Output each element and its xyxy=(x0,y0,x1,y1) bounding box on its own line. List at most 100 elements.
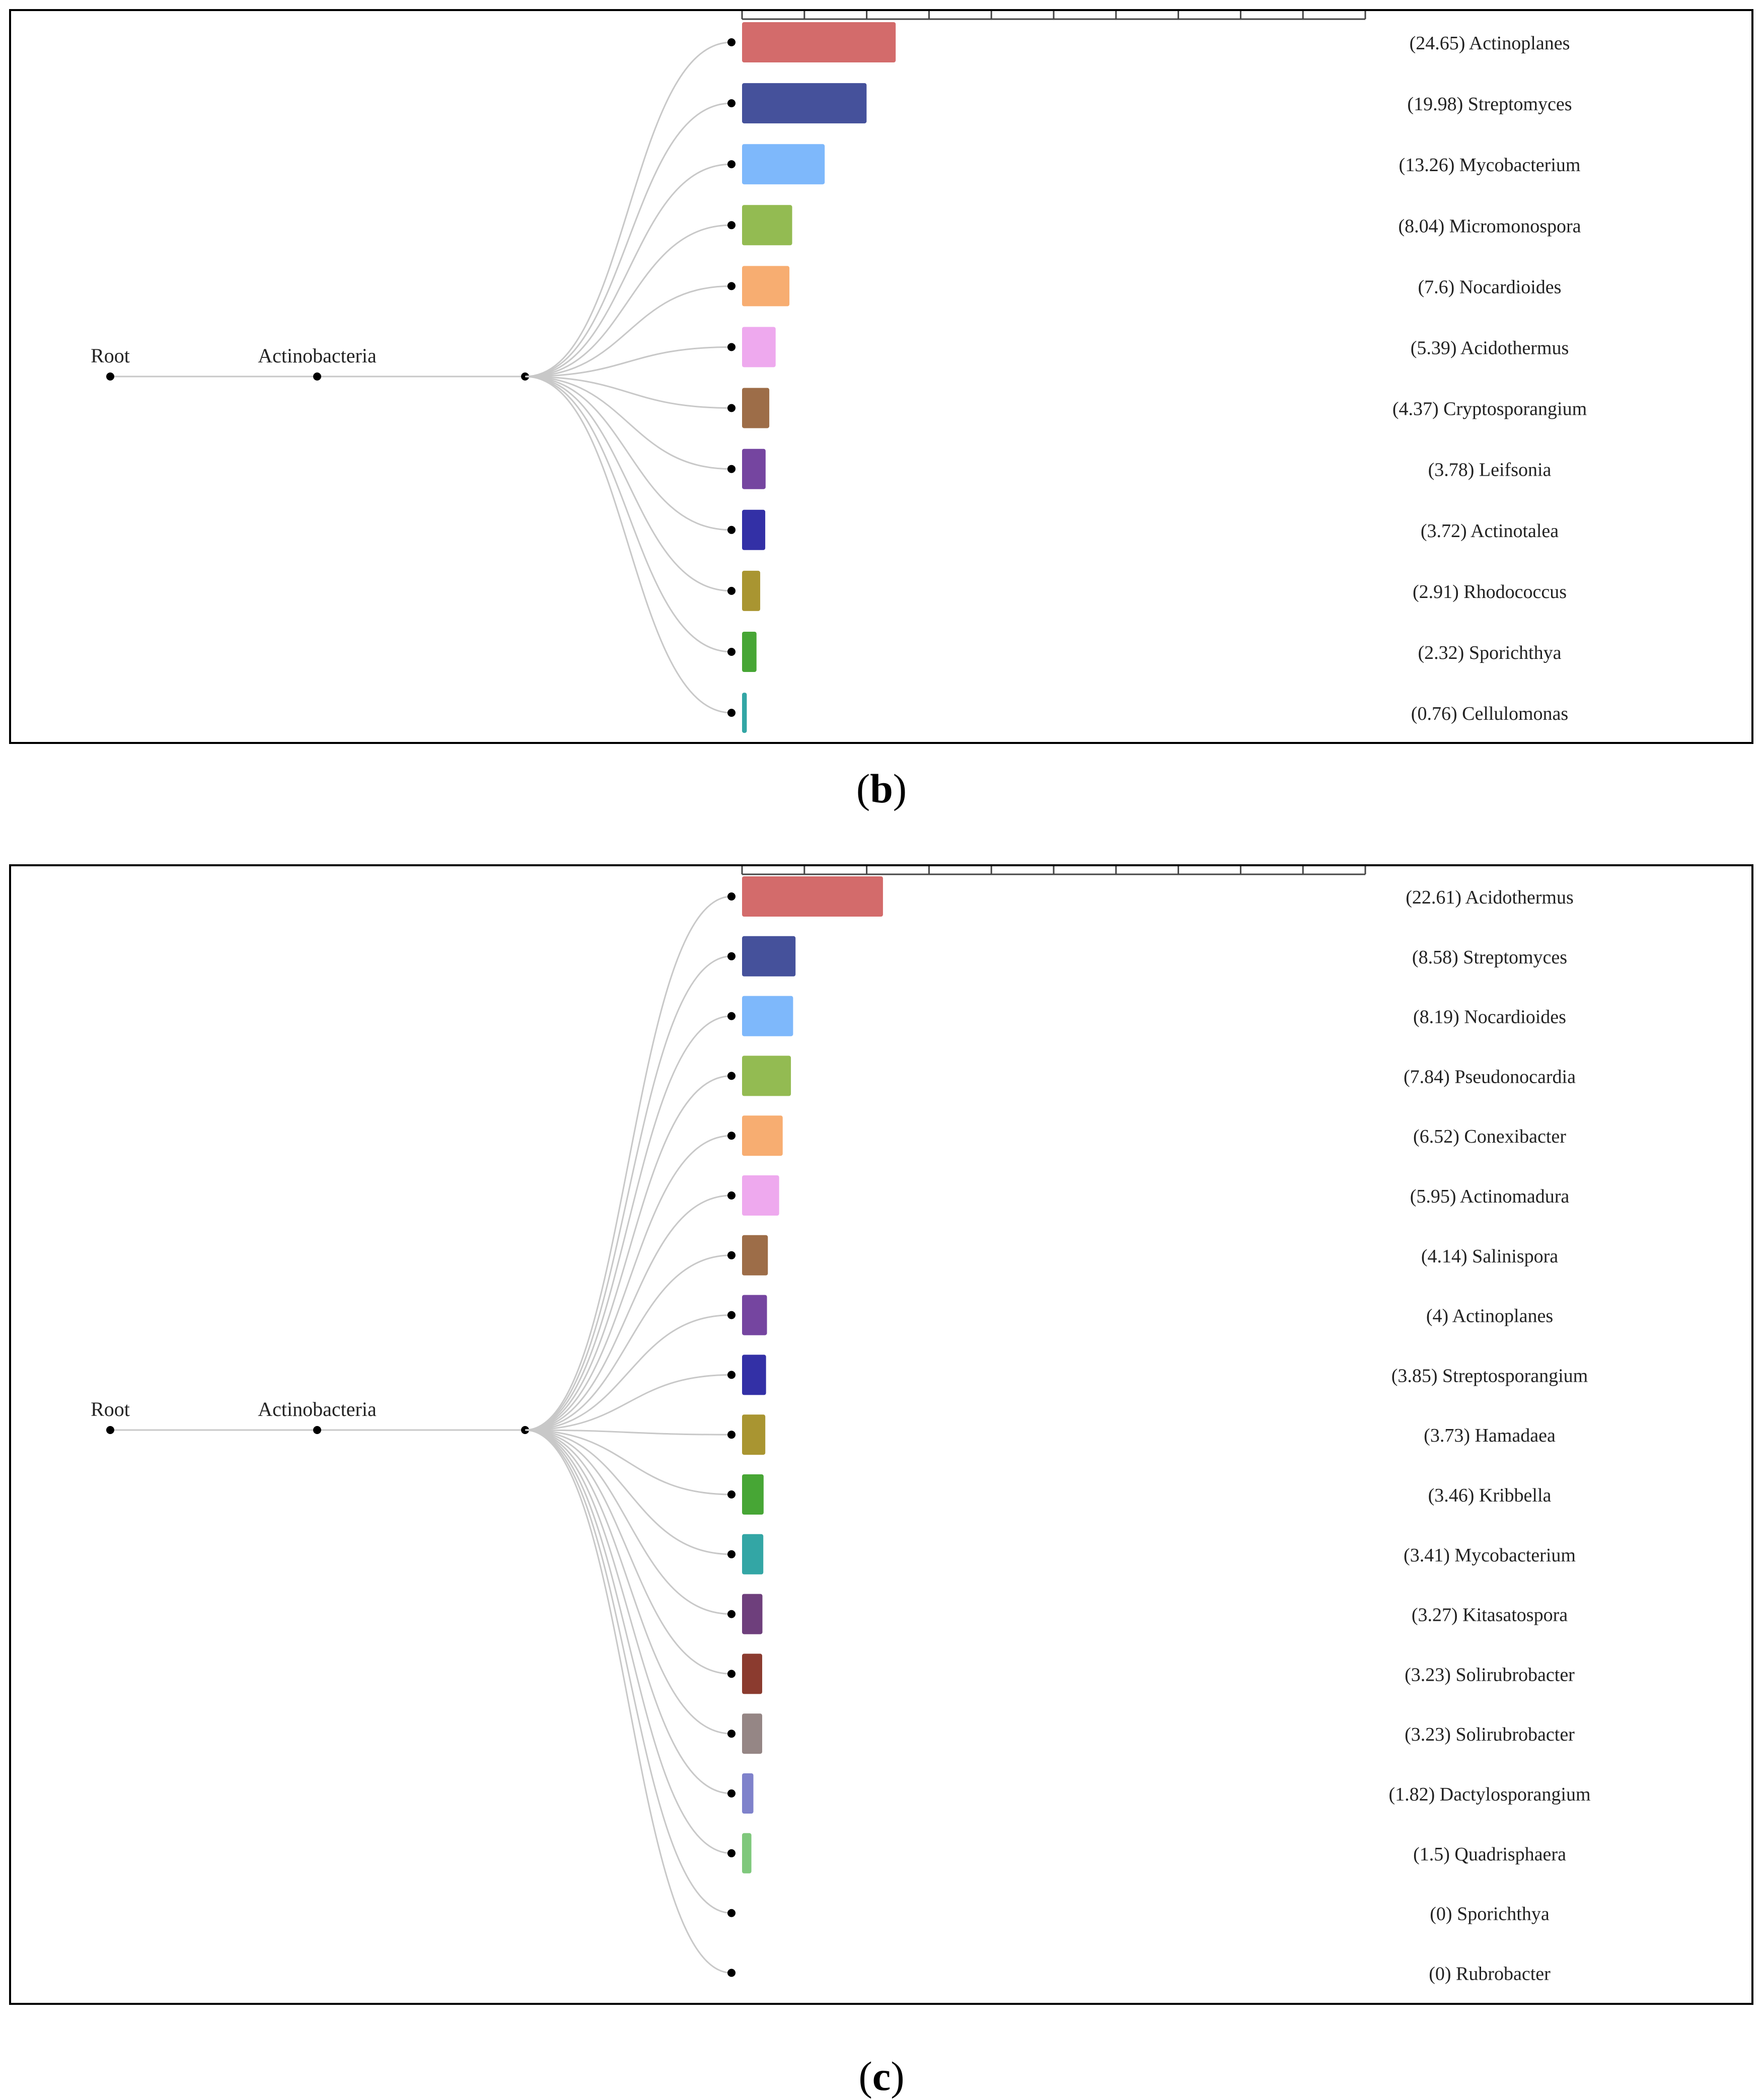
genus-row-cryptosporangium: (4.37) Cryptosporangium xyxy=(525,376,1587,428)
phylum-node xyxy=(313,1426,321,1434)
leaf-node xyxy=(727,465,736,473)
bar-label: (1.82) Dactylosporangium xyxy=(1388,1784,1590,1805)
x-axis xyxy=(741,866,1366,875)
genus-row-quadrisphaera: (1.5) Quadrisphaera xyxy=(525,1429,1566,1873)
leaf-node xyxy=(727,1431,736,1439)
tree-branch xyxy=(525,1429,732,1436)
bar-label: (5.39) Acidothermus xyxy=(1411,338,1569,359)
tree-branch xyxy=(525,1429,732,1794)
tree-branch xyxy=(525,102,732,378)
leaf-node xyxy=(727,1969,736,1977)
bar-label: (22.61) Acidothermus xyxy=(1406,887,1574,908)
bar-label: (0.76) Cellulomonas xyxy=(1411,703,1568,724)
tree-branch xyxy=(525,376,732,714)
root-node xyxy=(106,372,114,381)
panel-c: Root Actinobacteria (22.61) Acidothermus (8… xyxy=(9,864,1753,2005)
tree-branch xyxy=(525,1429,732,1555)
tree-branch xyxy=(525,346,732,378)
genus-row-actinoplanes: (4) Actinoplanes xyxy=(525,1295,1553,1431)
genus-row-actinoplanes: (24.65) Actinoplanes xyxy=(525,22,1570,378)
bar-conexibacter xyxy=(742,1115,783,1156)
bar-streptomyces xyxy=(742,83,867,124)
genus-row-nocardioides: (7.6) Nocardioides xyxy=(525,266,1562,378)
bar-label: (4) Actinoplanes xyxy=(1426,1306,1553,1327)
leaf-node xyxy=(727,160,736,169)
genus-row-rubrobacter: (0) Rubrobacter xyxy=(525,1429,1551,1984)
bar-label: (1.5) Quadrisphaera xyxy=(1413,1844,1566,1865)
root-label: Root xyxy=(91,1398,130,1420)
bar-nocardioides xyxy=(742,996,793,1036)
leaf-node xyxy=(727,1550,736,1558)
genus-row-acidothermus: (22.61) Acidothermus xyxy=(525,876,1574,1431)
leaf-node xyxy=(727,1610,736,1618)
tree-branch xyxy=(525,1015,732,1431)
genus-row-streptomyces: (8.58) Streptomyces xyxy=(525,936,1567,1431)
bar-label: (3.78) Leifsonia xyxy=(1428,460,1552,481)
leaf-node xyxy=(727,526,736,534)
leaf-node xyxy=(727,648,736,656)
leaf-node xyxy=(727,1191,736,1199)
genus-row-hamadaea: (3.73) Hamadaea xyxy=(525,1414,1556,1455)
genus-row-micromonospora: (8.04) Micromonospora xyxy=(525,205,1581,378)
bar-label: (24.65) Actinoplanes xyxy=(1410,33,1570,54)
bar-label: (3.41) Mycobacterium xyxy=(1404,1545,1576,1566)
tree-branch xyxy=(525,1429,732,1615)
tree-branch xyxy=(525,376,732,653)
tree-branch xyxy=(525,1429,732,1974)
root-label: Root xyxy=(91,344,130,367)
tree-branch xyxy=(525,1374,732,1431)
bar-actinoplanes xyxy=(742,22,896,62)
leaf-node xyxy=(727,1909,736,1917)
bar-label: (19.98) Streptomyces xyxy=(1407,94,1572,115)
bar-label: (2.32) Sporichthya xyxy=(1418,642,1562,663)
tree-branch xyxy=(525,1429,732,1495)
leaf-node xyxy=(727,1670,736,1678)
bar-label: (3.46) Kribbella xyxy=(1428,1485,1552,1506)
leaf-node xyxy=(727,1251,736,1259)
bar-leifsonia xyxy=(742,448,766,489)
genus-row-acidothermus: (5.39) Acidothermus xyxy=(525,327,1569,378)
bar-mycobacterium xyxy=(742,1534,764,1574)
bar-label: (3.23) Solirubrobacter xyxy=(1405,1724,1575,1745)
leaf-node xyxy=(727,1730,736,1738)
leaf-node xyxy=(727,343,736,351)
genus-row-pseudonocardia: (7.84) Pseudonocardia xyxy=(525,1056,1576,1431)
panel-b: Root Actinobacteria (24.65) Actinoplanes (1… xyxy=(9,9,1753,744)
leaf-node xyxy=(727,1072,736,1080)
leaf-node xyxy=(727,1849,736,1857)
tree-branch xyxy=(525,376,732,470)
bar-quadrisphaera xyxy=(742,1833,752,1873)
bar-label: (7.6) Nocardioides xyxy=(1418,276,1562,297)
bar-label: (8.04) Micromonospora xyxy=(1398,215,1581,237)
genus-row-kitasatospora: (3.27) Kitasatospora xyxy=(525,1429,1568,1634)
tree-branch xyxy=(525,376,732,592)
genus-row-streptomyces: (19.98) Streptomyces xyxy=(525,83,1572,378)
root-node xyxy=(106,1426,114,1434)
tree-branch xyxy=(525,895,732,1431)
bar-nocardioides xyxy=(742,266,790,307)
tree-branch xyxy=(525,1254,732,1431)
bar-label: (5.95) Actinomadura xyxy=(1410,1186,1570,1207)
bar-actinotalea xyxy=(742,509,766,550)
phylum-node xyxy=(313,372,321,381)
tree-branch xyxy=(525,1314,732,1431)
leaf-node xyxy=(727,221,736,230)
genus-row-nocardioides: (8.19) Nocardioides xyxy=(525,996,1566,1431)
tree-branch xyxy=(525,1429,732,1914)
tree-branch xyxy=(525,376,732,409)
genus-row-conexibacter: (6.52) Conexibacter xyxy=(525,1115,1566,1431)
leaf-node xyxy=(727,952,736,960)
bar-acidothermus xyxy=(742,876,883,917)
leaf-node xyxy=(727,1789,736,1797)
genus-row-actinotalea: (3.72) Actinotalea xyxy=(525,376,1559,550)
bar-sporichthya xyxy=(742,632,757,672)
genus-row-dactylosporangium: (1.82) Dactylosporangium xyxy=(525,1429,1591,1814)
bar-micromonospora xyxy=(742,205,792,246)
tree-branch xyxy=(525,376,732,531)
bar-kribbella xyxy=(742,1474,764,1515)
tree-branch xyxy=(525,955,732,1431)
caption-b: (b) xyxy=(856,766,907,811)
genus-row-salinispora: (4.14) Salinispora xyxy=(525,1235,1558,1431)
tree-bar-chart-c: Root Actinobacteria (22.61) Acidothermus (8… xyxy=(91,866,1591,1984)
leaf-node xyxy=(727,709,736,717)
